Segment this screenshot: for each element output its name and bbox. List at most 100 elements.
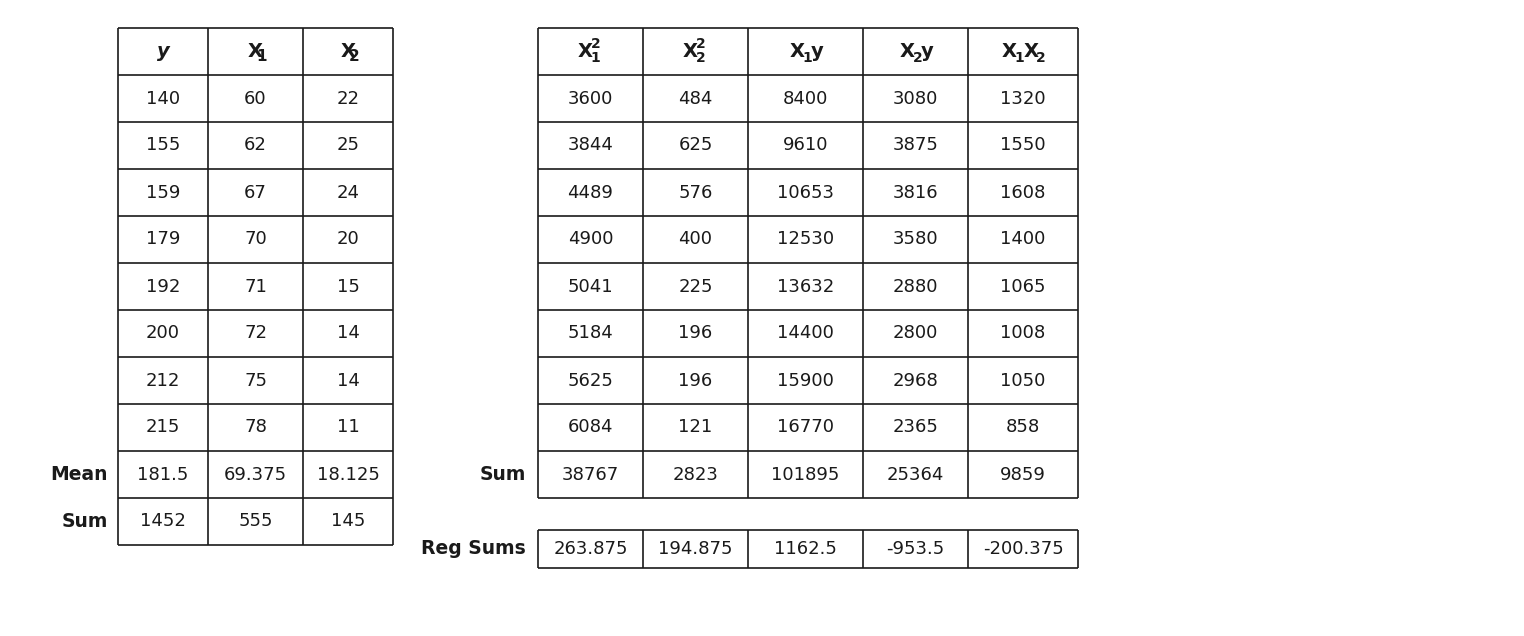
Text: 2: 2: [591, 38, 600, 52]
Text: X: X: [789, 42, 805, 61]
Text: 576: 576: [678, 184, 713, 202]
Text: 555: 555: [238, 513, 273, 530]
Text: 62: 62: [244, 137, 267, 155]
Text: 14: 14: [337, 324, 360, 343]
Text: 2880: 2880: [893, 277, 939, 296]
Text: Sum: Sum: [61, 512, 108, 531]
Text: 121: 121: [678, 418, 713, 436]
Text: 5041: 5041: [567, 277, 613, 296]
Text: 38767: 38767: [562, 466, 619, 483]
Text: 2823: 2823: [672, 466, 718, 483]
Text: 2: 2: [1036, 52, 1045, 66]
Text: -200.375: -200.375: [983, 540, 1064, 558]
Text: 69.375: 69.375: [224, 466, 287, 483]
Text: 5184: 5184: [567, 324, 613, 343]
Text: Reg Sums: Reg Sums: [421, 539, 526, 558]
Text: 10653: 10653: [777, 184, 834, 202]
Text: 145: 145: [331, 513, 366, 530]
Text: 6084: 6084: [568, 418, 613, 436]
Text: 2: 2: [913, 52, 922, 66]
Text: 5625: 5625: [567, 371, 614, 389]
Text: 2800: 2800: [893, 324, 939, 343]
Text: 1050: 1050: [1000, 371, 1045, 389]
Text: 75: 75: [244, 371, 267, 389]
Text: 3600: 3600: [568, 90, 613, 107]
Text: 1452: 1452: [140, 513, 186, 530]
Text: 3580: 3580: [893, 230, 939, 249]
Text: 25: 25: [337, 137, 360, 155]
Text: 15900: 15900: [777, 371, 834, 389]
Text: 2: 2: [349, 49, 360, 64]
Text: 1: 1: [256, 49, 267, 64]
Text: 194.875: 194.875: [658, 540, 733, 558]
Text: 1: 1: [591, 52, 600, 66]
Text: 25364: 25364: [887, 466, 945, 483]
Text: y: y: [920, 42, 934, 61]
Text: X: X: [901, 42, 914, 61]
Text: Sum: Sum: [480, 465, 526, 484]
Text: 20: 20: [337, 230, 360, 249]
Text: 1400: 1400: [1000, 230, 1045, 249]
Text: 159: 159: [146, 184, 180, 202]
Text: 101895: 101895: [771, 466, 840, 483]
Text: 1162.5: 1162.5: [774, 540, 837, 558]
Text: 181.5: 181.5: [137, 466, 189, 483]
Text: 212: 212: [146, 371, 180, 389]
Text: X: X: [340, 42, 355, 61]
Text: 72: 72: [244, 324, 267, 343]
Text: 2968: 2968: [893, 371, 939, 389]
Text: 78: 78: [244, 418, 267, 436]
Text: 3080: 3080: [893, 90, 939, 107]
Text: 15: 15: [337, 277, 360, 296]
Text: y: y: [811, 42, 824, 61]
Text: 196: 196: [678, 371, 713, 389]
Text: 215: 215: [146, 418, 180, 436]
Text: X: X: [578, 42, 593, 61]
Text: 16770: 16770: [777, 418, 834, 436]
Text: 3844: 3844: [567, 137, 614, 155]
Text: 60: 60: [244, 90, 267, 107]
Text: X: X: [1001, 42, 1017, 61]
Text: 70: 70: [244, 230, 267, 249]
Text: 4900: 4900: [568, 230, 613, 249]
Text: 9859: 9859: [1000, 466, 1045, 483]
Text: X: X: [683, 42, 698, 61]
Text: 179: 179: [146, 230, 180, 249]
Text: 155: 155: [146, 137, 180, 155]
Text: 1065: 1065: [1000, 277, 1045, 296]
Text: 71: 71: [244, 277, 267, 296]
Text: 3816: 3816: [893, 184, 939, 202]
Text: 22: 22: [337, 90, 360, 107]
Text: 13632: 13632: [777, 277, 834, 296]
Text: 858: 858: [1006, 418, 1039, 436]
Text: 625: 625: [678, 137, 713, 155]
Text: 200: 200: [146, 324, 180, 343]
Text: 24: 24: [337, 184, 360, 202]
Text: 11: 11: [337, 418, 360, 436]
Text: 192: 192: [146, 277, 180, 296]
Text: 12530: 12530: [777, 230, 834, 249]
Text: 484: 484: [678, 90, 713, 107]
Text: 1550: 1550: [1000, 137, 1045, 155]
Text: 2: 2: [695, 38, 706, 52]
Text: 14400: 14400: [777, 324, 834, 343]
Text: 1608: 1608: [1000, 184, 1045, 202]
Text: X: X: [1024, 42, 1038, 61]
Text: 67: 67: [244, 184, 267, 202]
Text: 196: 196: [678, 324, 713, 343]
Text: X: X: [248, 42, 264, 61]
Text: 9610: 9610: [783, 137, 828, 155]
Text: 140: 140: [146, 90, 180, 107]
Text: -953.5: -953.5: [887, 540, 945, 558]
Text: 1320: 1320: [1000, 90, 1045, 107]
Text: y: y: [157, 42, 169, 61]
Text: 1: 1: [803, 52, 812, 66]
Text: 3875: 3875: [893, 137, 939, 155]
Text: 8400: 8400: [783, 90, 828, 107]
Text: 2365: 2365: [893, 418, 939, 436]
Text: 263.875: 263.875: [553, 540, 628, 558]
Text: 18.125: 18.125: [317, 466, 379, 483]
Text: Mean: Mean: [50, 465, 108, 484]
Text: 400: 400: [678, 230, 713, 249]
Text: 225: 225: [678, 277, 713, 296]
